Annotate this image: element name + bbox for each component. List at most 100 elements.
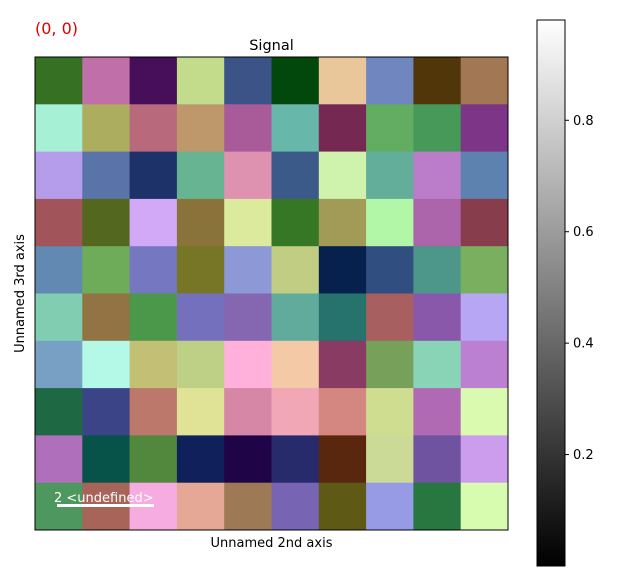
heatmap-cell-r7-c7	[366, 388, 414, 436]
colorbar-tick-label: 0.6	[573, 225, 594, 240]
heatmap-cell-r3-c6	[318, 198, 367, 247]
heatmap-cell-r6-c8	[413, 340, 462, 389]
heatmap-cell-r2-c6	[318, 151, 367, 200]
heatmap-cell-r8-c6	[318, 435, 367, 484]
heatmap-cell-r8-c8	[413, 435, 462, 484]
heatmap-cell-r7-c8	[413, 388, 462, 436]
heatmap-cell-r0-c0	[35, 57, 83, 105]
heatmap-cell-r6-c6	[318, 340, 367, 389]
heatmap-cell-r5-c7	[366, 293, 414, 342]
colorbar-tick-label: 0.2	[573, 448, 594, 463]
heatmap-cell-r2-c2	[129, 151, 178, 200]
heatmap-cell-r3-c2	[129, 198, 178, 247]
heatmap-cell-r5-c4	[224, 293, 272, 342]
heatmap-cell-r5-c8	[413, 293, 462, 342]
heatmap-cell-r7-c5	[271, 388, 320, 436]
heatmap-cell-r9-c9	[460, 482, 509, 531]
scale-bar-label: 2 <undefined>	[54, 491, 154, 506]
heatmap-cell-r0-c1	[82, 57, 130, 105]
heatmap-cell-r3-c4	[224, 198, 272, 247]
heatmap-cell-r3-c1	[82, 198, 130, 247]
heatmap-cell-r2-c3	[176, 151, 225, 200]
heatmap-cell-r3-c3	[176, 198, 225, 247]
heatmap-cell-r0-c5	[271, 57, 320, 105]
heatmap-cell-r1-c7	[366, 104, 414, 152]
heatmap-cell-r4-c2	[129, 246, 178, 294]
heatmap-cell-r1-c9	[460, 104, 509, 152]
heatmap-cell-r7-c0	[35, 388, 83, 436]
heatmap-cell-r8-c5	[271, 435, 320, 484]
heatmap-cell-r0-c8	[413, 57, 462, 105]
heatmap-cell-r6-c2	[129, 340, 178, 389]
heatmap-cell-r6-c1	[82, 340, 130, 389]
heatmap-cell-r1-c0	[35, 104, 83, 152]
heatmap-cell-r1-c8	[413, 104, 462, 152]
heatmap-cell-r3-c9	[460, 198, 509, 247]
heatmap-cell-r4-c6	[318, 246, 367, 294]
heatmap-cell-r1-c1	[82, 104, 130, 152]
heatmap-cell-r8-c9	[460, 435, 509, 484]
colorbar-gradient	[536, 19, 566, 567]
heatmap-cell-r2-c1	[82, 151, 130, 200]
heatmap-cell-r8-c0	[35, 435, 83, 484]
heatmap-cell-r7-c2	[129, 388, 178, 436]
heatmap-cell-r6-c4	[224, 340, 272, 389]
heatmap-cell-r0-c3	[176, 57, 225, 105]
heatmap-cell-r4-c4	[224, 246, 272, 294]
x-axis-label: Unnamed 2nd axis	[211, 536, 333, 551]
heatmap-cell-r6-c9	[460, 340, 509, 389]
y-axis-label: Unnamed 3rd axis	[13, 234, 28, 353]
heatmap-cell-r6-c7	[366, 340, 414, 389]
heatmap-cell-r0-c4	[224, 57, 272, 105]
heatmap-cell-r4-c7	[366, 246, 414, 294]
heatmap-cell-r6-c5	[271, 340, 320, 389]
heatmap-cell-r8-c3	[176, 435, 225, 484]
heatmap-cell-r4-c8	[413, 246, 462, 294]
heatmap-cell-r7-c9	[460, 388, 509, 436]
heatmap-cell-r8-c1	[82, 435, 130, 484]
heatmap-cell-r8-c4	[224, 435, 272, 484]
heatmap-cell-r3-c7	[366, 198, 414, 247]
heatmap-cell-r2-c8	[413, 151, 462, 200]
heatmap-cell-r0-c9	[460, 57, 509, 105]
heatmap-cell-r8-c7	[366, 435, 414, 484]
heatmap-cell-r4-c3	[176, 246, 225, 294]
heatmap-cell-r9-c6	[318, 482, 367, 531]
colorbar-tick-label: 0.4	[573, 337, 594, 352]
chart-title: Signal	[249, 38, 294, 54]
heatmap-cell-r5-c3	[176, 293, 225, 342]
heatmap-cell-r9-c3	[176, 482, 225, 531]
heatmap-cell-r9-c5	[271, 482, 320, 531]
heatmap-cell-r1-c4	[224, 104, 272, 152]
colorbar: 0.2 0.4 0.6 0.8	[536, 19, 594, 567]
heatmap-cell-r9-c7	[366, 482, 414, 531]
heatmap-cell-r7-c4	[224, 388, 272, 436]
heatmap-cell-r3-c0	[35, 198, 83, 247]
heatmap-cell-r0-c2	[129, 57, 178, 105]
heatmap-cell-r7-c3	[176, 388, 225, 436]
scale-bar-line	[57, 504, 154, 507]
heatmap-cell-r5-c5	[271, 293, 320, 342]
heatmap-cell-r2-c5	[271, 151, 320, 200]
heatmap-cell-r2-c4	[224, 151, 272, 200]
heatmap-cell-r9-c4	[224, 482, 272, 531]
colorbar-tick-label: 0.8	[573, 114, 594, 129]
heatmap-cell-r1-c3	[176, 104, 225, 152]
heatmap-cell-r6-c3	[176, 340, 225, 389]
heatmap-cell-r4-c1	[82, 246, 130, 294]
heatmap-cell-r2-c7	[366, 151, 414, 200]
heatmap-cell-r5-c0	[35, 293, 83, 342]
heatmap-cell-r1-c5	[271, 104, 320, 152]
heatmap-cell-r8-c2	[129, 435, 178, 484]
heatmap-cell-r5-c9	[460, 293, 509, 342]
heatmap-cell-r5-c1	[82, 293, 130, 342]
heatmap-cell-r2-c0	[35, 151, 83, 200]
heatmap-cell-r5-c6	[318, 293, 367, 342]
heatmap-cell-r6-c0	[35, 340, 83, 389]
heatmap-cell-r5-c2	[129, 293, 178, 342]
heatmap-cell-r7-c6	[318, 388, 367, 436]
heatmap-cell-r4-c5	[271, 246, 320, 294]
plot-frame	[34, 56, 509, 531]
heatmap-cell-r9-c8	[413, 482, 462, 531]
